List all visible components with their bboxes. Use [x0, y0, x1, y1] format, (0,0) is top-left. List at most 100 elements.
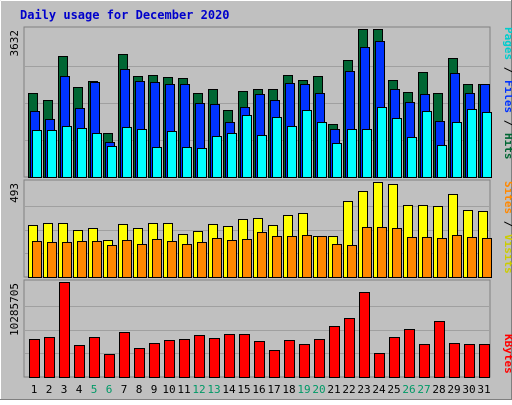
kbytes-bar — [434, 321, 445, 378]
day-label: 5 — [91, 383, 98, 396]
bars-layer — [28, 29, 492, 378]
day-labels: 1 2 3 4 5 6 7 8 9 10 11 12 13 14 15 16 17 18 19 20 21 22 23 24 2… — [31, 383, 491, 396]
y-max-label-bottom: 10285705 — [8, 283, 21, 336]
day-label: 13 — [207, 383, 220, 396]
legend-sites-visits: Sites / Visits — [502, 181, 512, 274]
pages-bar — [392, 118, 402, 178]
pages-bar — [467, 109, 477, 178]
pages-bar — [227, 133, 237, 178]
day-label: 12 — [192, 383, 205, 396]
kbytes-bar — [224, 334, 235, 378]
day-label: 14 — [222, 383, 236, 396]
kbytes-bar — [329, 326, 340, 378]
sites-bar — [137, 244, 147, 278]
kbytes-bar — [464, 344, 475, 378]
legend-part: Files — [502, 80, 512, 113]
kbytes-bar — [284, 340, 295, 378]
pages-bar — [122, 127, 132, 178]
day-label: 7 — [121, 383, 128, 396]
day-label: 16 — [252, 383, 265, 396]
kbytes-bar — [299, 344, 310, 378]
sites-bar — [362, 227, 372, 278]
pages-bar — [107, 146, 117, 178]
kbytes-bar — [104, 354, 115, 378]
sites-bar — [302, 235, 312, 278]
sites-bar — [482, 238, 492, 278]
pages-bar — [422, 111, 432, 178]
day-label: 28 — [432, 383, 445, 396]
pages-bar — [197, 148, 207, 178]
pages-bar — [77, 128, 87, 178]
kbytes-bar — [419, 344, 430, 378]
kbytes-bar — [389, 337, 400, 378]
sites-bar — [77, 241, 87, 278]
sites-bar — [47, 242, 57, 278]
pages-bar — [257, 135, 267, 178]
day-label: 20 — [312, 383, 325, 396]
pages-bar — [302, 110, 312, 178]
kbytes-bar — [134, 348, 145, 378]
pages-bar — [272, 117, 282, 178]
pages-bar — [47, 130, 57, 178]
sites-bar — [62, 242, 72, 278]
day-label: 15 — [237, 383, 250, 396]
pages-bar — [362, 129, 372, 178]
pages-bar — [317, 122, 327, 178]
day-label: 22 — [342, 383, 355, 396]
sites-bar — [407, 237, 417, 278]
day-label: 21 — [327, 383, 340, 396]
day-label: 29 — [447, 383, 460, 396]
kbytes-bar — [164, 340, 175, 378]
pages-bar — [92, 133, 102, 178]
day-label: 8 — [136, 383, 143, 396]
sites-bar — [152, 239, 162, 278]
sites-bar — [182, 244, 192, 278]
kbytes-bar — [29, 339, 40, 378]
pages-bar — [377, 107, 387, 178]
day-label: 24 — [372, 383, 386, 396]
legend-pages-files-hits: Pages / Files / Hits — [502, 27, 512, 160]
kbytes-bar — [89, 337, 100, 378]
sites-bar — [347, 245, 357, 278]
y-max-label-top: 3632 — [8, 30, 21, 57]
kbytes-bar — [449, 343, 460, 378]
kbytes-bar — [119, 332, 130, 378]
kbytes-bar — [59, 282, 70, 378]
kbytes-bar — [359, 292, 370, 378]
legend-kbytes: KBytes — [502, 334, 512, 374]
kbytes-bar — [344, 318, 355, 378]
sites-bar — [107, 245, 117, 278]
day-label: 26 — [402, 383, 415, 396]
sites-bar — [467, 237, 477, 278]
sites-bar — [92, 241, 102, 278]
legend-part: / — [502, 214, 512, 234]
day-label: 30 — [462, 383, 475, 396]
sites-bar — [257, 232, 267, 278]
sites-bar — [392, 228, 402, 278]
kbytes-bar — [374, 353, 385, 378]
day-label: 27 — [417, 383, 430, 396]
legend-part: Visits — [502, 234, 512, 274]
day-label: 2 — [46, 383, 53, 396]
day-label: 17 — [267, 383, 280, 396]
sites-bar — [122, 240, 132, 278]
pages-bar — [332, 143, 342, 178]
sites-bar — [287, 236, 297, 278]
kbytes-bar — [44, 337, 55, 378]
sites-bar — [242, 239, 252, 278]
sites-bar — [377, 227, 387, 278]
legend-part: Pages — [502, 27, 512, 60]
pages-bar — [452, 122, 462, 178]
sites-bar — [32, 241, 42, 278]
sites-bar — [272, 236, 282, 278]
sites-bar — [212, 238, 222, 278]
pages-bar — [212, 136, 222, 178]
kbytes-bar — [314, 339, 325, 378]
day-label: 19 — [297, 383, 310, 396]
day-label: 25 — [387, 383, 400, 396]
kbytes-bar — [149, 343, 160, 378]
pages-bar — [242, 115, 252, 178]
kbytes-bar — [209, 338, 220, 378]
